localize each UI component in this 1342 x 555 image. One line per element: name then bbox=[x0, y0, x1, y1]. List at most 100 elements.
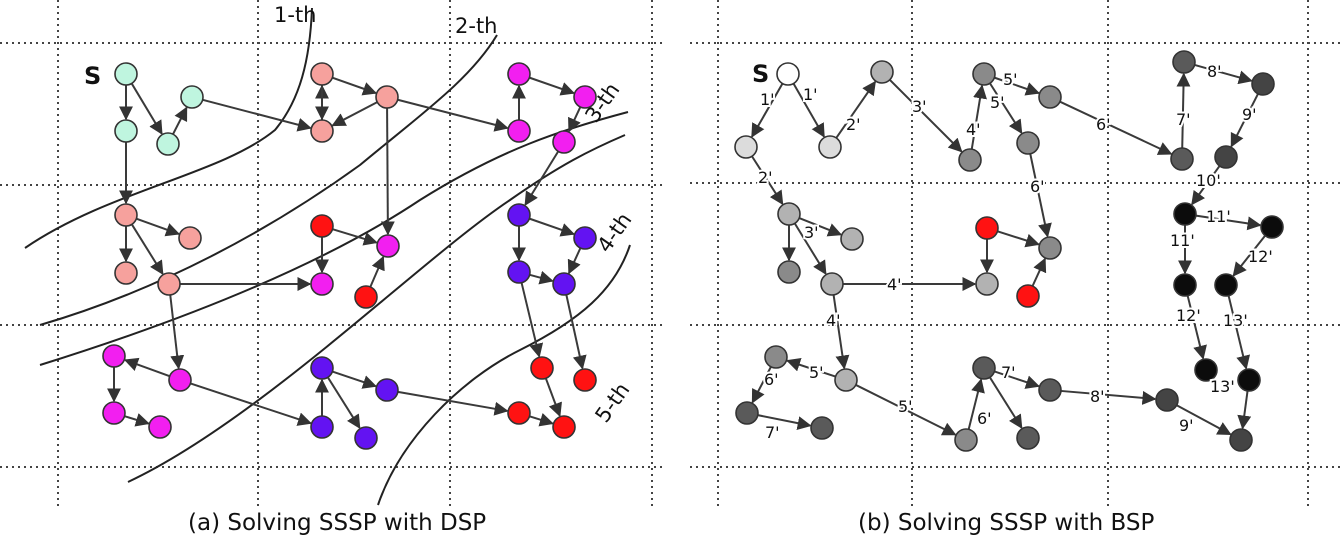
edge-arrow bbox=[327, 376, 361, 430]
graph-node bbox=[354, 285, 378, 309]
graph-node bbox=[975, 272, 999, 296]
edge-arrow bbox=[792, 83, 825, 138]
wave-curve bbox=[24, 7, 313, 249]
graph-node bbox=[310, 214, 334, 238]
wave-label: 1-th bbox=[274, 3, 316, 27]
edge-arrow bbox=[832, 294, 850, 370]
diagram-labels: S S1-th 2-th3-th4-th5-th1' 1'2'3'4'5'5'6'6'… bbox=[84, 3, 1275, 444]
graph-node bbox=[1155, 388, 1179, 412]
edge-label: 11' bbox=[1170, 231, 1195, 250]
panel-b-grid bbox=[690, 0, 1342, 510]
edge-arrow bbox=[855, 384, 957, 436]
edge-arrow bbox=[751, 83, 784, 138]
panel-a-edges bbox=[107, 76, 587, 430]
edge-arrow bbox=[1060, 389, 1157, 405]
graph-node bbox=[156, 132, 180, 156]
wave-curve bbox=[377, 244, 631, 506]
edge-label: 4' bbox=[826, 311, 841, 330]
edge-arrow bbox=[380, 107, 395, 236]
edge-label: 5' bbox=[1003, 70, 1018, 89]
edge-arrow bbox=[332, 228, 378, 246]
graph-node bbox=[1214, 273, 1238, 297]
edge-arrow bbox=[1232, 234, 1266, 277]
graph-node bbox=[168, 368, 192, 392]
edge-label: 6' bbox=[1096, 115, 1111, 134]
edge-arrow bbox=[331, 101, 378, 127]
edge-arrow bbox=[136, 217, 181, 237]
graph-node bbox=[178, 226, 202, 250]
graph-node bbox=[310, 356, 334, 380]
edge-label: 7' bbox=[1001, 363, 1016, 382]
edge-arrow bbox=[997, 230, 1040, 248]
edge-arrow bbox=[798, 217, 843, 237]
edge-arrow bbox=[1191, 165, 1221, 206]
edge-label: 11' bbox=[1206, 207, 1231, 226]
edge-arrow bbox=[397, 98, 509, 132]
edge-arrow bbox=[524, 150, 560, 206]
edge-arrow bbox=[190, 382, 312, 426]
graph-node bbox=[870, 60, 894, 84]
source-label: S bbox=[84, 62, 101, 90]
graph-node bbox=[1016, 284, 1040, 308]
edge-label: 5' bbox=[898, 397, 913, 416]
graph-node bbox=[810, 416, 834, 440]
edge-arrow bbox=[529, 217, 575, 237]
edge-arrow bbox=[1194, 63, 1253, 85]
graph-node bbox=[1173, 273, 1197, 297]
graph-node bbox=[1038, 378, 1062, 402]
graph-node bbox=[972, 356, 996, 380]
graph-node bbox=[840, 227, 864, 251]
edge-arrow bbox=[369, 255, 385, 288]
graph-node bbox=[1016, 426, 1040, 450]
edge-arrow bbox=[202, 98, 312, 132]
edge-label: 1' bbox=[760, 90, 775, 109]
edge-arrow bbox=[989, 82, 1023, 135]
edge-arrow bbox=[529, 413, 554, 427]
edge-arrow bbox=[130, 223, 164, 276]
graph-node bbox=[114, 62, 138, 86]
edge-arrow bbox=[1195, 214, 1262, 231]
edge-label: 3' bbox=[804, 223, 819, 242]
edge-arrow bbox=[567, 247, 582, 275]
edge-label: 9' bbox=[1242, 105, 1257, 124]
graph-node bbox=[1214, 145, 1238, 169]
edge-arrow bbox=[529, 76, 575, 96]
wave-label: 4-th bbox=[592, 208, 636, 257]
edge-arrow bbox=[568, 106, 582, 133]
graph-node bbox=[734, 135, 758, 159]
edge-arrow bbox=[1176, 404, 1232, 436]
edge-label: 7' bbox=[1176, 110, 1191, 129]
edge-label: 6' bbox=[764, 370, 779, 389]
edge-arrow bbox=[1230, 93, 1259, 148]
graph-node bbox=[507, 260, 531, 284]
graph-node bbox=[954, 428, 978, 452]
edge-arrow bbox=[130, 82, 163, 135]
edge-arrow bbox=[967, 378, 985, 430]
graph-node bbox=[114, 119, 138, 143]
edge-arrow bbox=[169, 294, 185, 370]
edge-arrow bbox=[786, 358, 836, 378]
edge-arrow bbox=[751, 155, 784, 206]
graph-node bbox=[114, 203, 138, 227]
graph-node bbox=[764, 345, 788, 369]
panel-a-grid bbox=[0, 0, 665, 510]
graph-node bbox=[507, 401, 531, 425]
edge-arrow bbox=[332, 76, 378, 96]
graph-node bbox=[148, 415, 172, 439]
edge-label: 4' bbox=[887, 275, 902, 294]
caption-dsp: (a) Solving SSSP with DSP bbox=[188, 510, 487, 536]
graph-node bbox=[376, 234, 400, 258]
graph-node bbox=[776, 62, 800, 86]
edge-arrow bbox=[970, 84, 987, 150]
edge-arrow bbox=[889, 79, 963, 153]
graph-node bbox=[102, 344, 126, 368]
edge-arrow bbox=[1059, 100, 1173, 155]
graph-node bbox=[552, 272, 576, 296]
edge-label: 1' bbox=[803, 85, 818, 104]
wave-curves bbox=[24, 7, 631, 506]
graph-node bbox=[1251, 72, 1275, 96]
wave-curve bbox=[39, 111, 629, 366]
graph-node bbox=[1260, 215, 1284, 239]
graph-node bbox=[573, 85, 597, 109]
